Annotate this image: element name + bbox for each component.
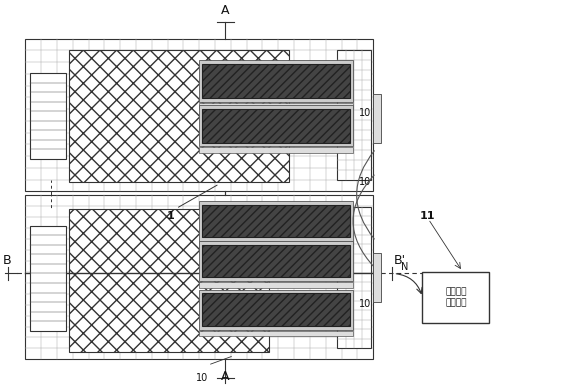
Text: 10: 10	[196, 373, 208, 383]
Bar	[202, 205, 350, 237]
Text: B': B'	[394, 254, 406, 267]
Bar	[202, 109, 350, 143]
Text: 10: 10	[359, 299, 371, 309]
Bar	[25, 39, 373, 191]
Bar	[199, 331, 353, 336]
Bar	[69, 209, 269, 352]
Text: A: A	[221, 370, 230, 383]
Bar	[202, 293, 350, 326]
Bar	[199, 60, 353, 102]
Bar	[199, 147, 353, 153]
Bar	[337, 50, 371, 180]
Bar	[25, 195, 373, 359]
Text: 大电容或
稳压电路: 大电容或 稳压电路	[445, 288, 467, 307]
Bar	[30, 226, 66, 331]
Text: 10: 10	[359, 108, 371, 118]
Text: 10: 10	[359, 177, 371, 187]
Bar	[373, 94, 381, 143]
Bar	[199, 242, 353, 248]
Bar	[199, 282, 353, 288]
Bar	[202, 245, 350, 277]
Bar	[337, 207, 371, 348]
Text: N: N	[401, 261, 408, 272]
Text: 1: 1	[166, 211, 174, 221]
Bar	[199, 105, 353, 146]
Text: 11: 11	[419, 211, 435, 221]
Bar	[199, 201, 353, 241]
Bar	[69, 50, 289, 182]
Bar	[199, 241, 353, 281]
Bar	[199, 103, 353, 109]
Bar	[373, 253, 381, 302]
Bar	[422, 272, 489, 323]
Bar	[202, 64, 350, 98]
Bar	[30, 73, 66, 159]
Text: B: B	[4, 254, 12, 267]
Bar	[199, 290, 353, 330]
Text: A: A	[221, 4, 230, 17]
